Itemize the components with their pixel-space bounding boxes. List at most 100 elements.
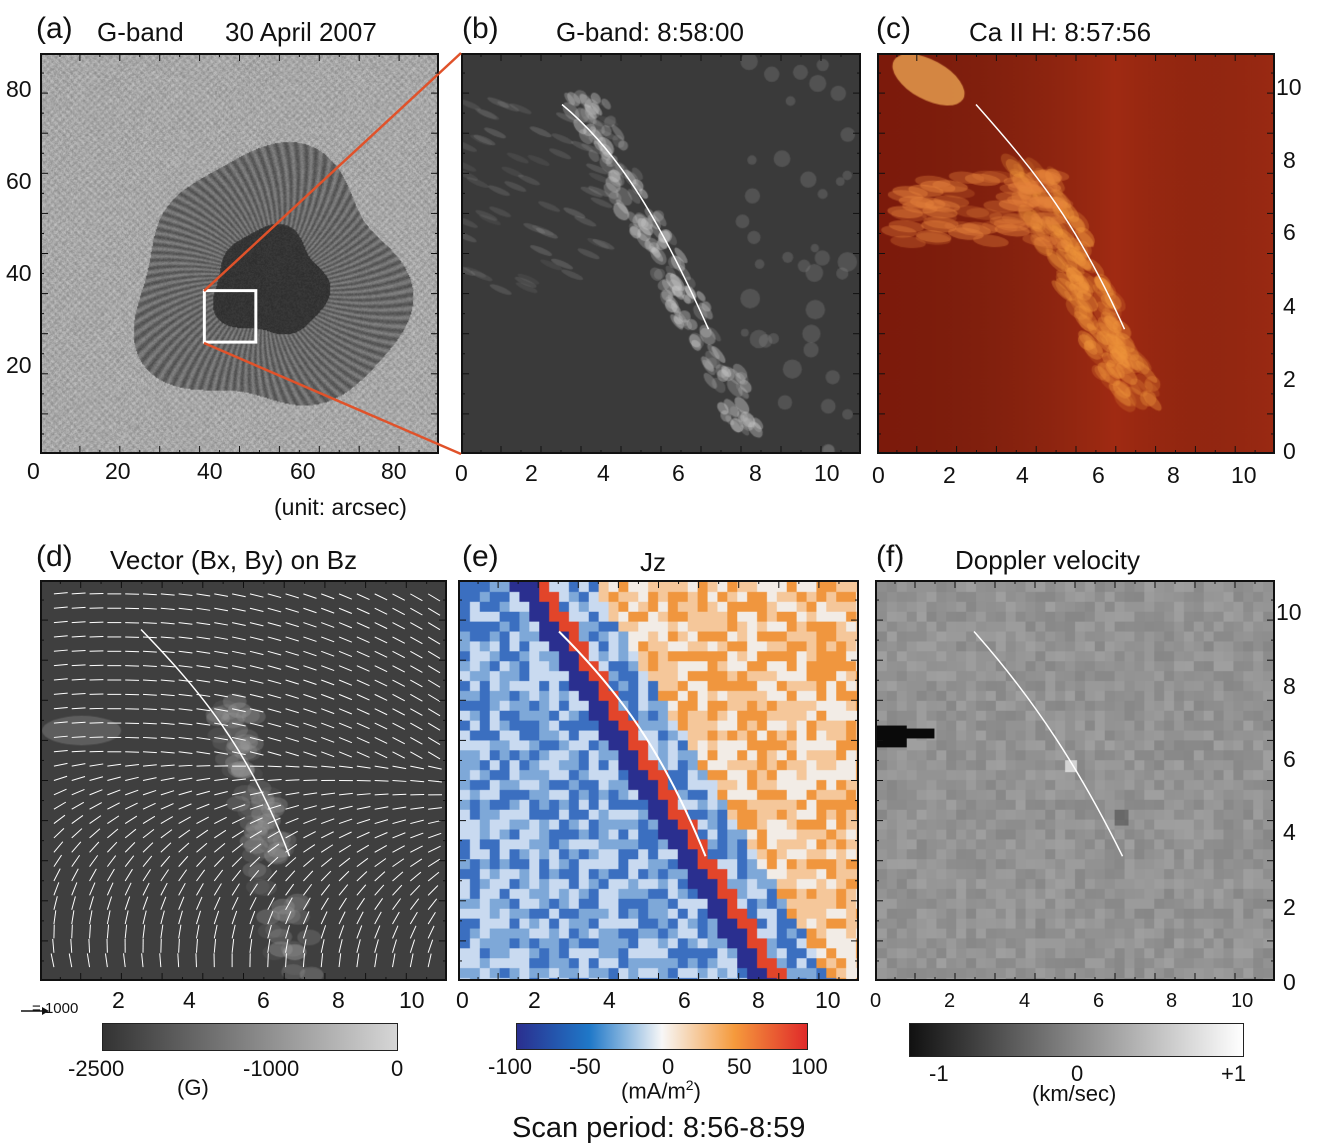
field-vector-arrow [249,883,258,896]
field-vector-arrow [321,607,335,614]
field-vector-arrow [321,665,335,672]
scan-period-caption: Scan period: 8:56-8:59 [512,1112,806,1144]
field-vector-arrow [178,650,193,654]
field-vector-arrow [89,763,104,767]
tick-label: 0 [872,462,885,488]
field-vector-arrow [285,817,299,825]
tick-label: 4 [597,460,610,486]
zoom-line-top [203,52,462,292]
field-vector-arrow [231,910,238,925]
field-vector-arrow [267,607,282,613]
field-vector-arrow [338,722,353,729]
field-vector-arrow [303,650,317,657]
field-vector-arrow [285,622,299,628]
field-vector-arrow [71,635,86,638]
field-vector-arrow [53,606,68,609]
field-vector-arrow [267,736,282,742]
field-vector-arrow [178,622,193,625]
field-vector-arrow [107,763,122,767]
field-vector-arrow [267,883,277,896]
field-vector-arrow [249,736,264,742]
field-vector-arrow [53,678,68,681]
field-vector-arrow [89,828,101,839]
field-vector-arrow [392,793,407,796]
field-vector-arrow [71,841,82,853]
zoom-box [202,289,258,344]
field-vector-arrow [142,789,157,796]
field-vector-arrow [214,816,227,825]
field-vector-arrow [142,722,157,725]
field-vector-arrow [409,953,414,968]
field-vector-arrow [392,622,406,630]
field-vector-arrow [196,736,211,740]
field-vector-arrow [427,912,436,925]
field-vector-arrow [142,815,156,824]
field-vector-arrow [89,896,94,910]
field-vector-arrow [267,708,282,713]
unit-note: (unit: arcsec) [274,494,407,520]
field-vector-arrow [196,751,211,755]
field-vector-arrow [196,816,209,825]
field-vector-arrow [213,910,220,925]
field-vector-arrow [356,693,370,701]
panel-b-title: G-band: 8:58:00 [556,17,744,47]
fibril-trace-line [973,631,1124,857]
tick-label: 4 [603,987,616,1013]
fibril-trace-line [558,630,707,857]
field-vector-arrow [320,870,332,882]
tick-label: 80 [381,458,407,484]
field-vector-arrow [123,953,126,968]
tick-label: 2 [943,462,956,488]
field-vector-arrow [338,650,353,658]
field-vector-arrow [427,636,441,645]
field-vector-arrow [427,665,441,674]
field-vector-arrow [71,693,86,695]
field-vector-arrow [125,776,139,781]
field-vector-arrow [320,884,331,896]
tick-label: 2 [112,987,125,1013]
field-vector-arrow [356,806,371,810]
field-vector-arrow [178,593,193,597]
field-vector-arrow [71,592,86,595]
field-vector-arrow [410,806,425,810]
field-vector-arrow [249,593,264,598]
colorbar-unit: (km/sec) [1032,1081,1117,1106]
field-vector-arrow [321,708,335,715]
field-vector-arrow [53,649,68,652]
field-vector-arrow [68,953,73,968]
field-vector-arrow [267,897,275,910]
field-vector-arrow [427,679,441,688]
field-vector-arrow [285,883,295,896]
field-vector-arrow [303,831,316,839]
colorbar-tick: 0 [391,1056,404,1081]
panel-b-gband-zoom [461,53,861,454]
field-vector-arrow [89,815,102,824]
field-vector-arrow [392,650,406,659]
field-vector-arrow [409,884,421,896]
field-vector-arrow [338,751,353,758]
field-vector-arrow [374,898,384,910]
arrow-scale-label: = 1000 [32,1000,79,1017]
field-vector-arrow [231,938,235,953]
tick-label: 10 [1276,599,1302,625]
field-vector-arrow [106,910,111,925]
field-vector-arrow [392,693,406,702]
field-vector-arrow [196,765,211,767]
field-vector-arrow [213,938,217,953]
field-vector-arrow [338,857,351,868]
field-vector-arrow [321,751,335,758]
field-vector-arrow [214,803,228,810]
field-vector-arrow [321,805,335,810]
field-vector-arrow [232,607,246,612]
field-vector-arrow [392,925,399,939]
field-vector-arrow [410,751,423,759]
field-vector-arrow [178,665,193,668]
field-vector-arrow [124,910,129,925]
field-vector-arrow [53,663,68,667]
field-vector-arrow [89,841,100,853]
field-vector-arrow [427,737,441,745]
field-vector-arrow [356,607,370,615]
field-vector-arrow [285,939,289,953]
field-vector-arrow [124,828,137,839]
